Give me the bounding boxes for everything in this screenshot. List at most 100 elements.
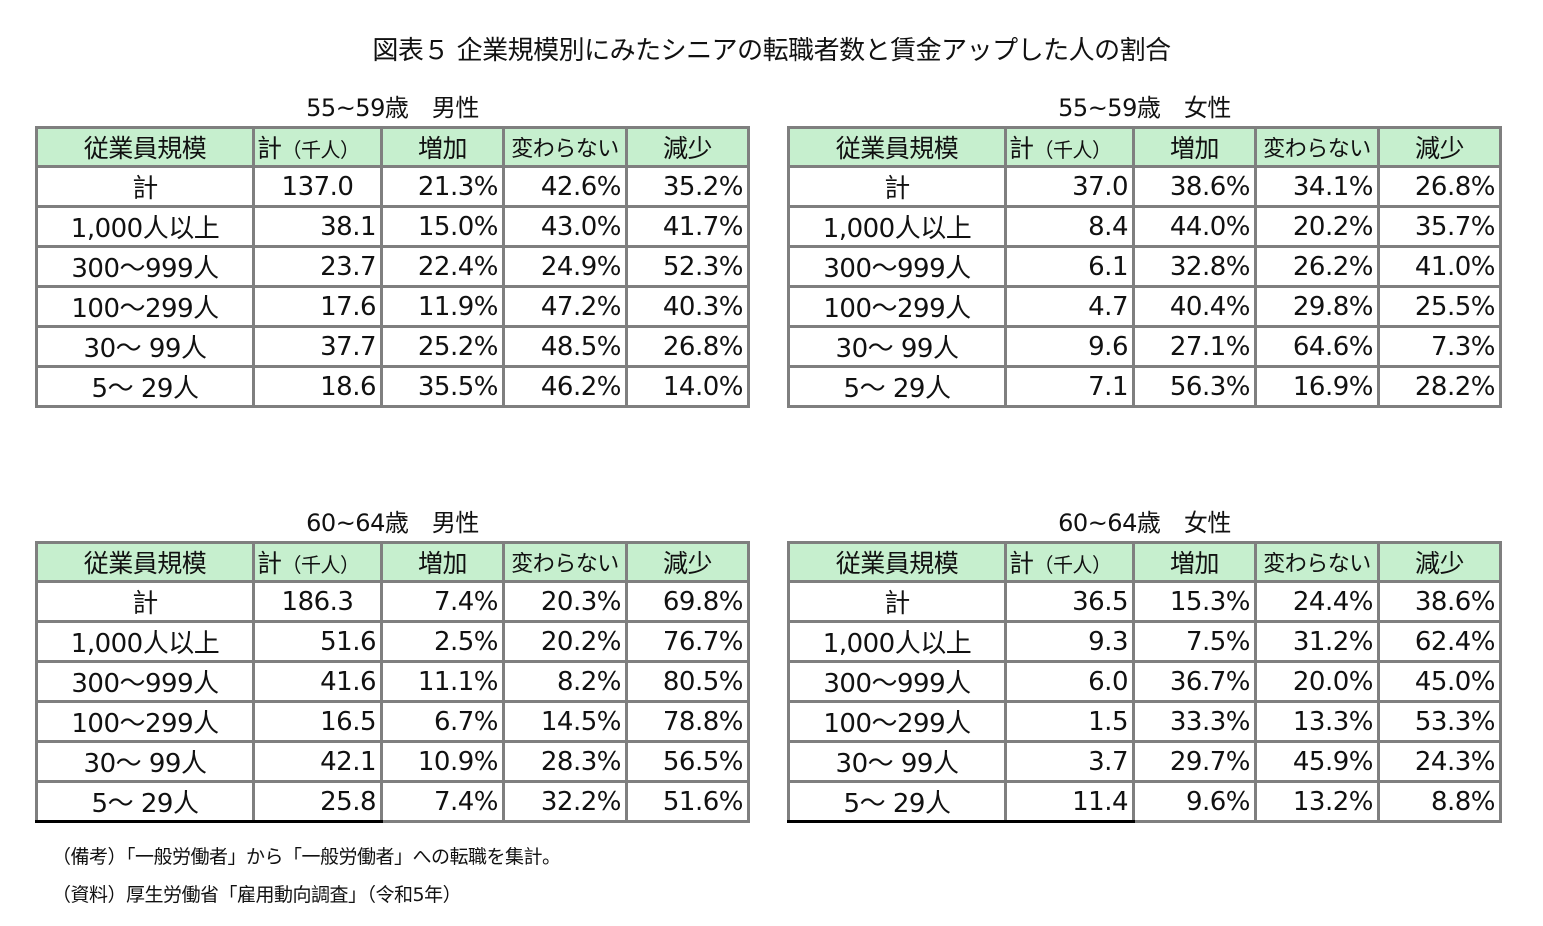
cell-total: 9.6 (1004, 325, 1135, 368)
cell-unchanged: 47.2% (502, 285, 628, 328)
cell-decrease: 35.7% (1377, 205, 1502, 248)
table-row: 300～999人 6.1 32.8% 26.2% 41.0% (787, 245, 1502, 288)
cell-decrease: 35.2% (625, 165, 750, 208)
cell-size: 100～299人 (35, 700, 255, 743)
cell-size: 30～ 99人 (35, 740, 255, 783)
table-row: 5～ 29人 18.6 35.5% 46.2% 14.0% (35, 365, 750, 408)
cell-size: 5～ 29人 (787, 365, 1007, 408)
cell-unchanged: 45.9% (1254, 740, 1380, 783)
note-source: （資料）厚生労働省「雇用動向調査」（令和5年） (52, 884, 462, 906)
cell-size: 1,000人以上 (35, 620, 255, 663)
table-row: 30～ 99人 9.6 27.1% 64.6% 7.3% (787, 325, 1502, 368)
cell-total: 3.7 (1004, 740, 1135, 783)
data-table: 従業員規模 計（千人） 増加 変わらない 減少計 36.5 15.3% 24.4% 38.6% 1… (787, 541, 1502, 823)
cell-increase: 7.5% (1132, 620, 1257, 663)
cell-total: 6.0 (1004, 660, 1135, 703)
col-header-size: 従業員規模 (787, 541, 1007, 583)
table-55-59-female: 55~59歳 女性 従業員規模 計（千人） 増加 変わらない 減少計 37.0 38.6% 34… (787, 90, 1502, 408)
data-table: 従業員規模 計（千人） 増加 変わらない 減少計 137.0 21.3% 42.6% 35.2%… (35, 126, 750, 408)
cell-decrease: 41.0% (1377, 245, 1502, 288)
cell-total: 137.0 (252, 165, 383, 208)
cell-size: 300～999人 (35, 660, 255, 703)
cell-unchanged: 48.5% (502, 325, 628, 368)
cell-unchanged: 31.2% (1254, 620, 1380, 663)
cell-size: 30～ 99人 (787, 325, 1007, 368)
cell-unchanged: 29.8% (1254, 285, 1380, 328)
cell-decrease: 38.6% (1377, 580, 1502, 623)
cell-decrease: 24.3% (1377, 740, 1502, 783)
cell-decrease: 25.5% (1377, 285, 1502, 328)
table-row: 1,000人以上 38.1 15.0% 43.0% 41.7% (35, 205, 750, 248)
table-row: 計 186.3 7.4% 20.3% 69.8% (35, 580, 750, 623)
table-row: 1,000人以上 8.4 44.0% 20.2% 35.7% (787, 205, 1502, 248)
cell-increase: 9.6% (1132, 780, 1257, 823)
cell-unchanged: 24.4% (1254, 580, 1380, 623)
cell-total: 38.1 (252, 205, 383, 248)
data-table: 従業員規模 計（千人） 増加 変わらない 減少計 37.0 38.6% 34.1% 26.8% 1… (787, 126, 1502, 408)
cell-decrease: 80.5% (625, 660, 750, 703)
cell-decrease: 56.5% (625, 740, 750, 783)
cell-total: 51.6 (252, 620, 383, 663)
cell-size: 5～ 29人 (35, 780, 255, 823)
col-header-size: 従業員規模 (35, 541, 255, 583)
cell-increase: 7.4% (380, 580, 505, 623)
col-header-total: 計（千人） (252, 126, 383, 168)
cell-total: 9.3 (1004, 620, 1135, 663)
table-row: 5～ 29人 7.1 56.3% 16.9% 28.2% (787, 365, 1502, 408)
col-header-size: 従業員規模 (787, 126, 1007, 168)
table-row: 計 36.5 15.3% 24.4% 38.6% (787, 580, 1502, 623)
cell-unchanged: 28.3% (502, 740, 628, 783)
cell-increase: 32.8% (1132, 245, 1257, 288)
cell-total: 37.0 (1004, 165, 1135, 208)
col-header-decrease: 減少 (625, 541, 750, 583)
cell-unchanged: 64.6% (1254, 325, 1380, 368)
col-header-total: 計（千人） (1004, 126, 1135, 168)
col-header-decrease: 減少 (625, 126, 750, 168)
cell-total: 42.1 (252, 740, 383, 783)
cell-increase: 2.5% (380, 620, 505, 663)
table-caption: 60~64歳 女性 (1058, 509, 1231, 537)
cell-increase: 35.5% (380, 365, 505, 408)
cell-size: 計 (35, 165, 255, 208)
table-row: 100～299人 16.5 6.7% 14.5% 78.8% (35, 700, 750, 743)
cell-size: 5～ 29人 (787, 780, 1007, 823)
table-row: 5～ 29人 11.4 9.6% 13.2% 8.8% (787, 780, 1502, 823)
col-header-size: 従業員規模 (35, 126, 255, 168)
cell-total: 6.1 (1004, 245, 1135, 288)
table-55-59-male: 55~59歳 男性 従業員規模 計（千人） 増加 変わらない 減少計 137.0 21.3% 4… (35, 90, 750, 408)
table-row: 300～999人 23.7 22.4% 24.9% 52.3% (35, 245, 750, 288)
cell-increase: 22.4% (380, 245, 505, 288)
cell-total: 23.7 (252, 245, 383, 288)
cell-increase: 29.7% (1132, 740, 1257, 783)
table-row: 100～299人 4.7 40.4% 29.8% 25.5% (787, 285, 1502, 328)
col-header-total: 計（千人） (1004, 541, 1135, 583)
table-row: 30～ 99人 3.7 29.7% 45.9% 24.3% (787, 740, 1502, 783)
cell-decrease: 7.3% (1377, 325, 1502, 368)
table-caption: 60~64歳 男性 (306, 509, 479, 537)
cell-increase: 21.3% (380, 165, 505, 208)
cell-size: 300～999人 (787, 245, 1007, 288)
cell-size: 計 (787, 165, 1007, 208)
cell-increase: 6.7% (380, 700, 505, 743)
col-header-decrease: 減少 (1377, 541, 1502, 583)
cell-unchanged: 13.2% (1254, 780, 1380, 823)
cell-decrease: 41.7% (625, 205, 750, 248)
data-table: 従業員規模 計（千人） 増加 変わらない 減少計 186.3 7.4% 20.3% 69.8% 1… (35, 541, 750, 823)
table-row: 300～999人 41.6 11.1% 8.2% 80.5% (35, 660, 750, 703)
cell-total: 37.7 (252, 325, 383, 368)
cell-size: 5～ 29人 (35, 365, 255, 408)
cell-decrease: 45.0% (1377, 660, 1502, 703)
cell-total: 4.7 (1004, 285, 1135, 328)
col-header-unchanged: 変わらない (1254, 126, 1380, 168)
table-row: 30～ 99人 37.7 25.2% 48.5% 26.8% (35, 325, 750, 368)
cell-increase: 36.7% (1132, 660, 1257, 703)
cell-size: 30～ 99人 (787, 740, 1007, 783)
cell-total: 16.5 (252, 700, 383, 743)
header-row: 従業員規模 計（千人） 増加 変わらない 減少 (787, 126, 1502, 168)
cell-unchanged: 16.9% (1254, 365, 1380, 408)
col-header-total: 計（千人） (252, 541, 383, 583)
table-row: 5～ 29人 25.8 7.4% 32.2% 51.6% (35, 780, 750, 823)
col-header-unchanged: 変わらない (1254, 541, 1380, 583)
cell-size: 計 (787, 580, 1007, 623)
cell-decrease: 40.3% (625, 285, 750, 328)
